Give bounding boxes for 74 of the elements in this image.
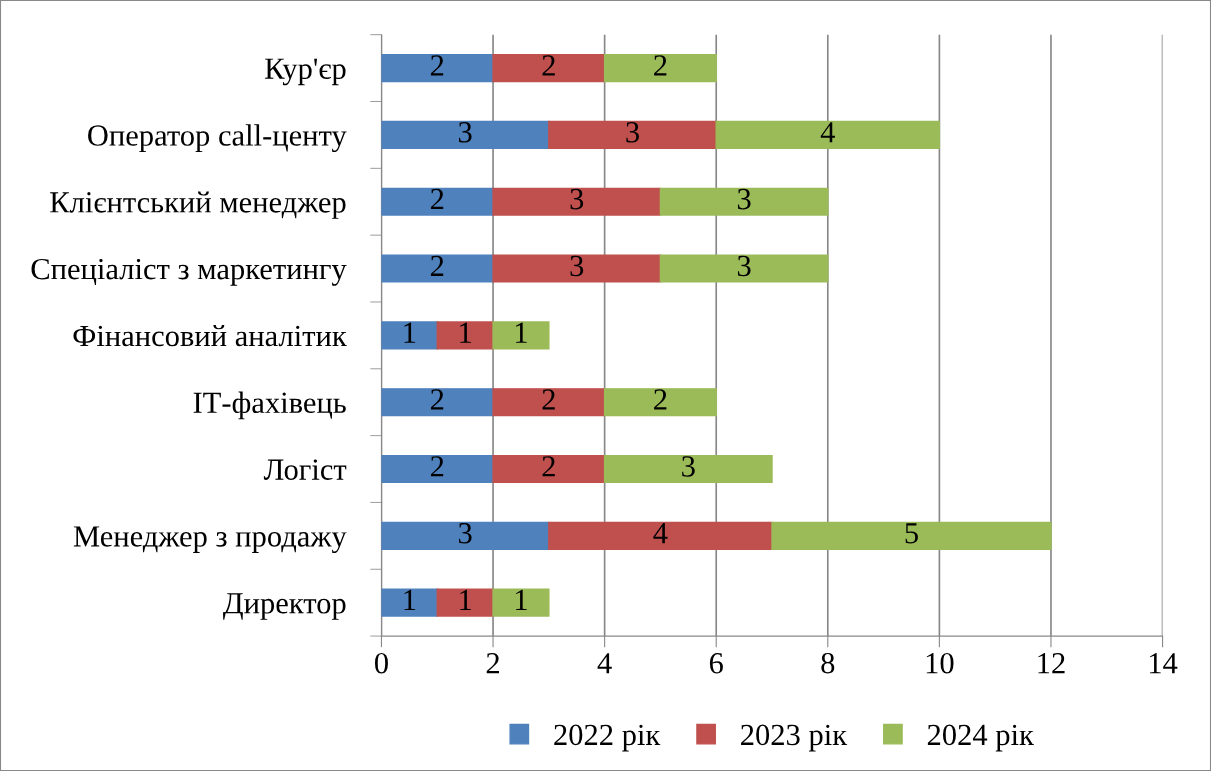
bar [659,187,829,216]
bar [715,120,941,149]
data-label: 2 [430,188,444,210]
bar [436,321,494,350]
data-label: 2 [654,55,667,76]
y-tick-label: Директор [223,593,346,620]
bar [548,521,773,550]
y-tick-label: Фінансовий аналітик [73,325,347,347]
data-label: 1 [516,322,527,343]
data-label: 2 [430,456,444,477]
y-tick-label: Клієнтський менеджер [50,191,346,219]
data-label: 3 [626,122,639,143]
bar [771,521,1052,550]
bar [381,187,494,216]
bar [492,321,550,350]
bar [492,454,606,484]
bar [381,120,550,149]
data-label: 2 [430,389,444,410]
bar [381,388,494,417]
data-label: 4 [820,122,835,143]
bar [381,521,550,550]
bar [381,321,438,350]
data-label: 3 [570,255,584,277]
data-label: 1 [516,589,527,611]
bar [381,254,494,283]
data-label: 2 [430,255,444,276]
data-label: 1 [404,322,416,343]
data-label: 3 [458,522,472,544]
data-label: 2 [430,55,444,76]
data-label: 1 [404,589,416,611]
bar [548,120,717,149]
bar [381,588,438,617]
data-label: 2 [654,389,667,410]
y-tick-label: Кур'єр [265,58,346,86]
bar [492,388,606,417]
y-tick-label: Менеджер з продажу [73,526,347,553]
data-label: 3 [737,188,751,210]
x-tick-label: 4 [597,653,612,674]
legend-label: 2022 рік [554,724,661,752]
bar [381,54,494,83]
x-tick-label: 0 [374,652,388,674]
bar [492,187,662,216]
x-tick-label: 12 [1038,653,1065,674]
bar [492,54,606,83]
bar [603,54,717,83]
y-tick-label: ІТ-фахівець [193,391,346,420]
bar [659,254,829,283]
data-label: 4 [653,523,668,544]
data-label: 2 [542,456,555,477]
x-tick-label: 14 [1149,653,1178,674]
bar [381,454,494,484]
bar [603,454,773,484]
data-label: 1 [460,589,471,611]
bar [603,388,717,417]
data-label: 2 [542,55,555,76]
data-label: 3 [682,456,695,477]
x-tick-label: 6 [709,653,723,674]
y-tick-label: Спеціаліст з маркетингу [31,258,347,286]
legend-label: 2023 рік [741,724,848,752]
bar [492,588,550,617]
x-tick-label: 2 [486,653,499,674]
data-label: 3 [570,188,584,210]
x-tick-label: 8 [821,652,835,674]
data-label: 2 [542,389,555,410]
y-tick-label: Оператор call-центу [88,124,347,153]
bar [492,254,662,283]
data-label: 5 [905,523,918,544]
data-label: 3 [458,122,472,143]
y-tick-label: Логіст [263,459,347,480]
data-label: 1 [460,322,471,343]
x-tick-label: 10 [926,652,954,674]
legend-label: 2024 рік [927,724,1034,752]
bar [436,588,494,617]
data-label: 3 [737,255,751,277]
